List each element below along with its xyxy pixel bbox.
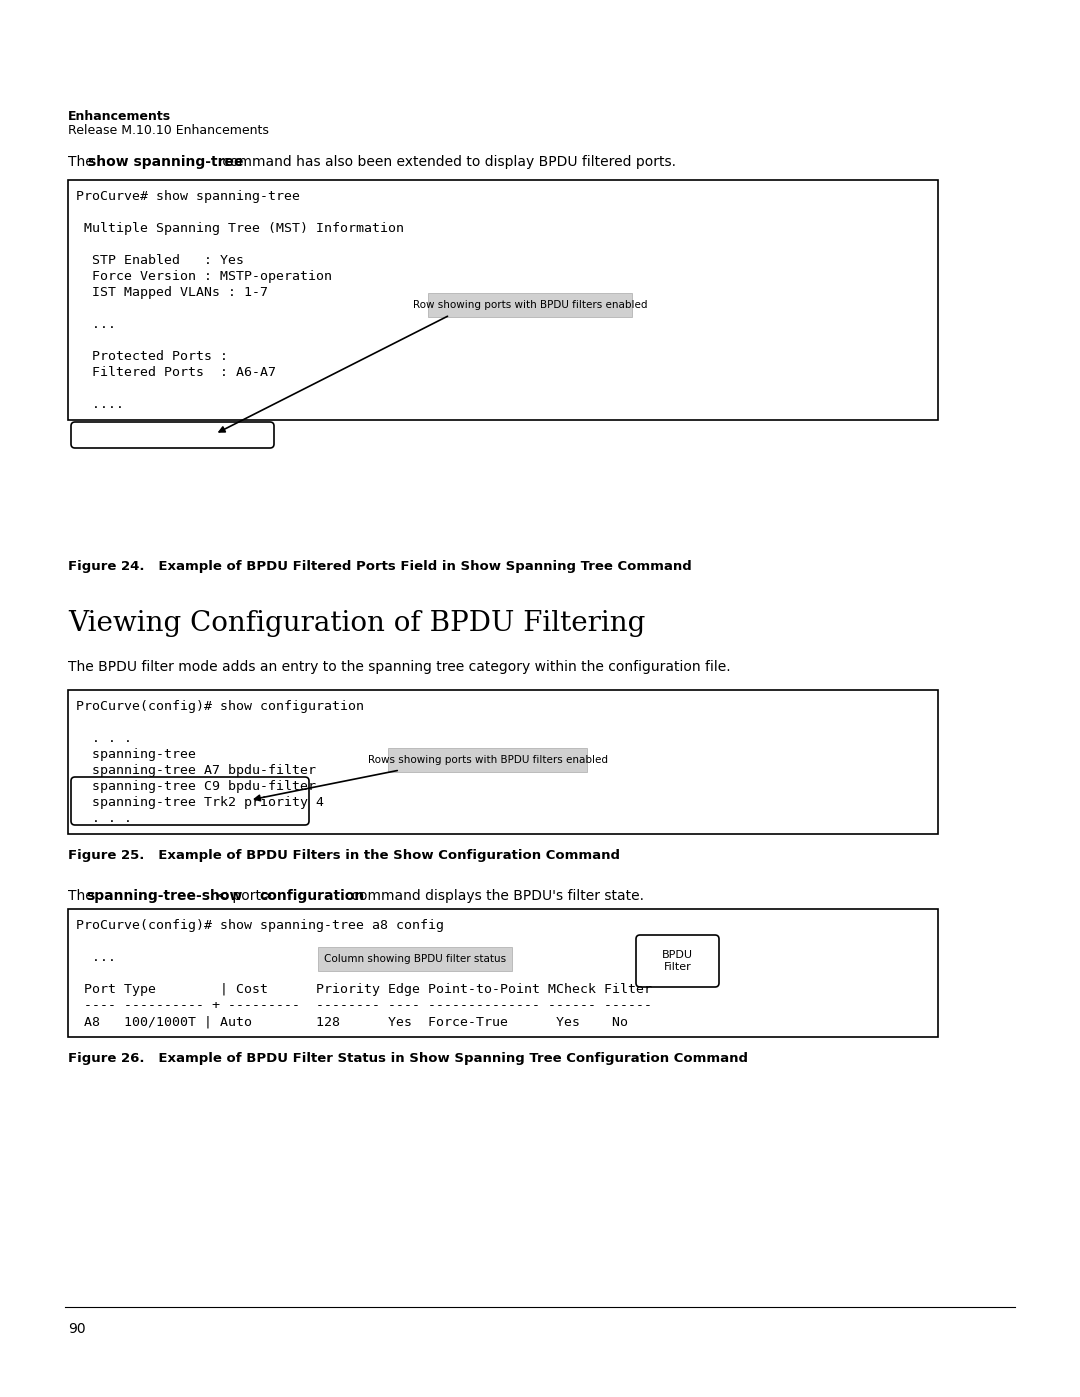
Text: Port Type        | Cost      Priority Edge Point-to-Point MCheck Filter: Port Type | Cost Priority Edge Point-to-… bbox=[76, 983, 652, 996]
Text: Filtered Ports  : A6-A7: Filtered Ports : A6-A7 bbox=[76, 366, 276, 379]
Text: Enhancements: Enhancements bbox=[68, 110, 171, 123]
Text: configuration: configuration bbox=[259, 888, 364, 902]
Text: Release M.10.10 Enhancements: Release M.10.10 Enhancements bbox=[68, 124, 269, 137]
Text: ---- ---------- + ---------  -------- ---- -------------- ------ ------: ---- ---------- + --------- -------- ---… bbox=[76, 999, 652, 1011]
Text: spanning-tree: spanning-tree bbox=[76, 747, 195, 761]
Text: Figure 25.   Example of BPDU Filters in the Show Configuration Command: Figure 25. Example of BPDU Filters in th… bbox=[68, 849, 620, 862]
Text: command has also been extended to display BPDU filtered ports.: command has also been extended to displa… bbox=[218, 155, 676, 169]
Text: ...: ... bbox=[76, 319, 116, 331]
Text: The BPDU filter mode adds an entry to the spanning tree category within the conf: The BPDU filter mode adds an entry to th… bbox=[68, 659, 731, 673]
Text: STP Enabled   : Yes: STP Enabled : Yes bbox=[76, 254, 244, 267]
Text: Figure 26.   Example of BPDU Filter Status in Show Spanning Tree Configuration C: Figure 26. Example of BPDU Filter Status… bbox=[68, 1052, 748, 1065]
Text: Figure 24.   Example of BPDU Filtered Ports Field in Show Spanning Tree Command: Figure 24. Example of BPDU Filtered Port… bbox=[68, 560, 692, 573]
Text: . . .: . . . bbox=[76, 812, 132, 826]
Text: The: The bbox=[68, 888, 98, 902]
Text: ProCurve# show spanning-tree: ProCurve# show spanning-tree bbox=[76, 190, 300, 203]
Text: ProCurve(config)# show configuration: ProCurve(config)# show configuration bbox=[76, 700, 364, 712]
Text: . . .: . . . bbox=[76, 732, 132, 745]
FancyBboxPatch shape bbox=[318, 947, 512, 971]
Text: Force Version : MSTP-operation: Force Version : MSTP-operation bbox=[76, 270, 332, 284]
Text: ....: .... bbox=[76, 398, 124, 411]
Text: < port>: < port> bbox=[212, 888, 276, 902]
Text: Row showing ports with BPDU filters enabled: Row showing ports with BPDU filters enab… bbox=[413, 300, 647, 310]
Text: show spanning-tree: show spanning-tree bbox=[87, 155, 243, 169]
FancyBboxPatch shape bbox=[428, 293, 632, 317]
Text: spanning-tree A7 bpdu-filter: spanning-tree A7 bpdu-filter bbox=[76, 764, 316, 777]
FancyBboxPatch shape bbox=[388, 747, 588, 773]
Text: 90: 90 bbox=[68, 1322, 85, 1336]
Text: Protected Ports :: Protected Ports : bbox=[76, 351, 228, 363]
Text: BPDU
Filter: BPDU Filter bbox=[662, 950, 693, 972]
Text: Multiple Spanning Tree (MST) Information: Multiple Spanning Tree (MST) Information bbox=[76, 222, 404, 235]
Text: spanning-tree Trk2 priority 4: spanning-tree Trk2 priority 4 bbox=[76, 796, 324, 809]
Text: The: The bbox=[68, 155, 98, 169]
Text: Rows showing ports with BPDU filters enabled: Rows showing ports with BPDU filters ena… bbox=[367, 754, 607, 766]
FancyBboxPatch shape bbox=[68, 690, 939, 834]
Text: ...: ... bbox=[76, 951, 116, 964]
Text: IST Mapped VLANs : 1-7: IST Mapped VLANs : 1-7 bbox=[76, 286, 268, 299]
Text: command displays the BPDU's filter state.: command displays the BPDU's filter state… bbox=[347, 888, 644, 902]
Text: spanning-tree C9 bpdu-filter: spanning-tree C9 bpdu-filter bbox=[76, 780, 316, 793]
Text: A8   100/1000T | Auto        128      Yes  Force-True      Yes    No: A8 100/1000T | Auto 128 Yes Force-True Y… bbox=[76, 1016, 627, 1028]
Text: ProCurve(config)# show spanning-tree a8 config: ProCurve(config)# show spanning-tree a8 … bbox=[76, 919, 444, 932]
Text: Column showing BPDU filter status: Column showing BPDU filter status bbox=[324, 954, 507, 964]
Text: spanning-tree-show: spanning-tree-show bbox=[86, 888, 242, 902]
FancyBboxPatch shape bbox=[68, 180, 939, 420]
FancyBboxPatch shape bbox=[68, 909, 939, 1037]
Text: Viewing Configuration of BPDU Filtering: Viewing Configuration of BPDU Filtering bbox=[68, 610, 646, 637]
